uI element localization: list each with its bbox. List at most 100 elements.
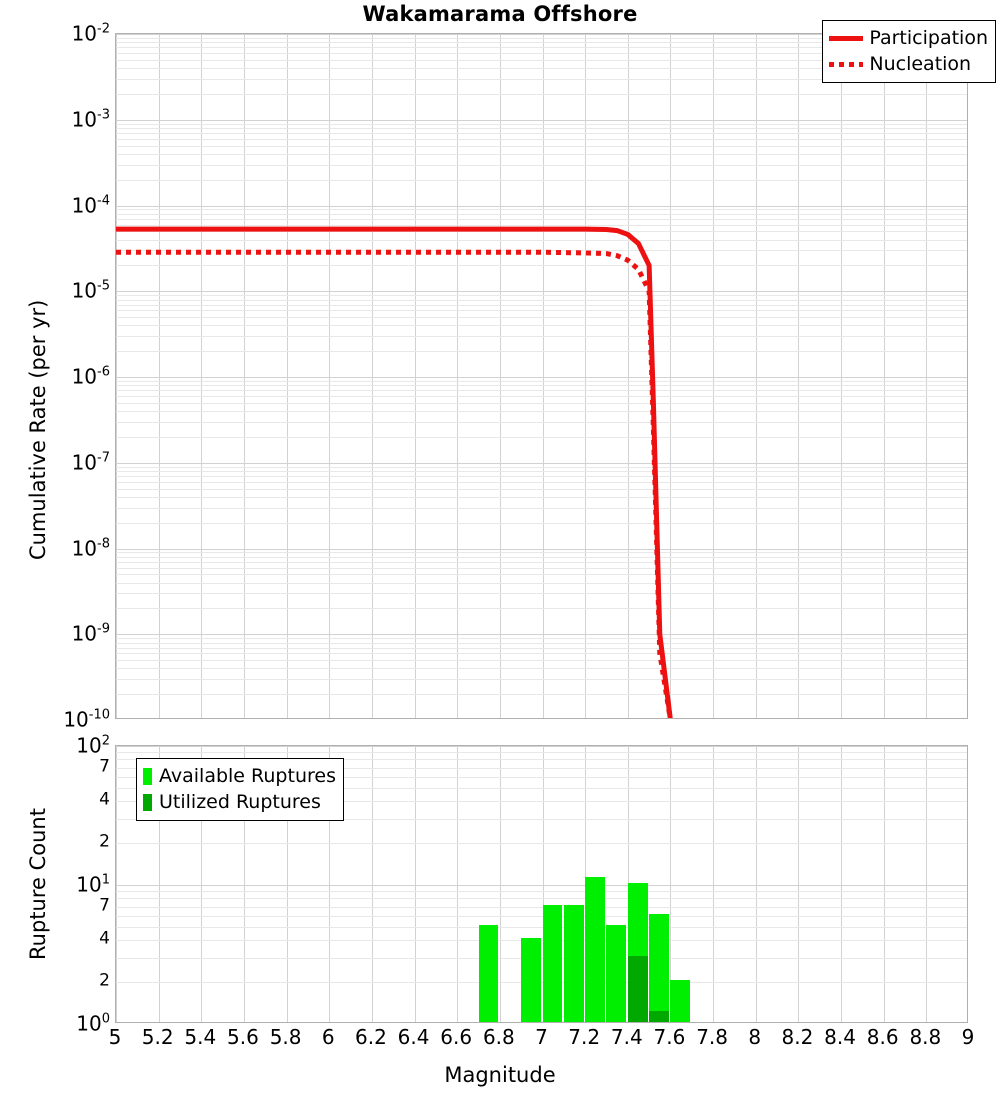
gridline-horizontal — [116, 552, 967, 554]
x-tick-label: 5.4 — [184, 1025, 217, 1049]
gridline-horizontal — [116, 53, 967, 55]
gridline-horizontal — [116, 209, 967, 211]
x-tick-label: 5.8 — [269, 1025, 302, 1049]
y-tick-label: 10-10 — [63, 707, 110, 732]
gridline-horizontal — [116, 507, 967, 509]
gridline-vertical — [542, 746, 544, 1022]
y-tick-label: 10-3 — [71, 107, 110, 132]
y-tick-label: 10-2 — [71, 21, 110, 46]
gridline-horizontal — [116, 660, 967, 662]
gridline-horizontal — [116, 891, 967, 893]
x-tick-label: 7.2 — [568, 1025, 601, 1049]
y-tick-label-minor: 2 — [99, 970, 110, 991]
gridline-horizontal — [116, 239, 967, 241]
gridline-horizontal — [116, 421, 967, 423]
gridline-horizontal — [116, 679, 967, 681]
gridline-horizontal — [116, 78, 967, 80]
gridline-horizontal — [116, 42, 967, 44]
curve-participation — [116, 226, 673, 718]
legend-label-participation: Participation — [869, 27, 988, 49]
top-y-tick-labels: 10-2 10-3 10-4 10-5 10-6 10-7 10-8 10-9 10-10 — [0, 23, 110, 729]
gridline-horizontal — [116, 567, 967, 569]
gridline-vertical — [585, 34, 587, 718]
x-tick-label: 8.2 — [781, 1025, 814, 1049]
gridline-horizontal — [116, 351, 967, 353]
x-tick-label: 5 — [108, 1025, 122, 1049]
gridline-horizontal — [116, 231, 967, 233]
gridline-horizontal — [116, 390, 967, 392]
gridline-vertical — [116, 34, 117, 718]
gridline-vertical — [414, 746, 416, 1022]
y-tick-label: 10-4 — [71, 192, 110, 217]
top-y-axis-title: Cumulative Rate (per yr) — [26, 299, 50, 560]
gridline-vertical — [883, 34, 885, 718]
legend-label-utilized-ruptures: Utilized Ruptures — [159, 791, 321, 813]
x-tick-label: 9 — [961, 1025, 975, 1049]
y-tick-label: 100 — [76, 1011, 110, 1036]
gridline-horizontal — [116, 119, 967, 121]
gridline-vertical — [414, 34, 416, 718]
gridline-horizontal — [116, 224, 967, 226]
gridline-horizontal — [116, 638, 967, 640]
x-tick-label: 7.4 — [610, 1025, 643, 1049]
available-ruptures-swatch-icon — [143, 767, 152, 785]
gridline-vertical — [116, 746, 117, 1022]
gridline-horizontal — [116, 818, 967, 820]
gridline-vertical — [798, 746, 800, 1022]
gridline-horizontal — [116, 885, 967, 886]
gridline-horizontal — [116, 556, 967, 558]
rupture-legend: Available Ruptures Utilized Ruptures — [136, 758, 344, 821]
bar-utilized-ruptures — [627, 955, 648, 1022]
gridline-vertical — [883, 746, 885, 1022]
x-tick-label: 6.2 — [354, 1025, 387, 1049]
gridline-horizontal — [116, 291, 967, 293]
gridline-horizontal — [116, 593, 967, 595]
gridline-horizontal — [116, 128, 967, 130]
gridline-horizontal — [116, 574, 967, 576]
gridline-horizontal — [116, 325, 967, 327]
gridline-vertical — [670, 34, 672, 718]
gridline-horizontal — [116, 982, 967, 984]
y-tick-label-minor: 4 — [99, 928, 110, 949]
dotted-line-icon — [829, 61, 864, 67]
solid-line-icon — [829, 35, 864, 41]
gridline-horizontal — [116, 153, 967, 155]
gridline-horizontal — [116, 926, 967, 928]
y-tick-label-minor: 2 — [99, 831, 110, 852]
y-tick-label-minor: 4 — [99, 789, 110, 810]
gridline-horizontal — [116, 47, 967, 49]
gridline-horizontal — [116, 668, 967, 670]
y-tick-label: 10-7 — [71, 450, 110, 475]
x-tick-label: 5.2 — [141, 1025, 174, 1049]
gridline-horizontal — [116, 396, 967, 398]
gridline-horizontal — [116, 561, 967, 563]
x-axis-title: Magnitude — [444, 1063, 556, 1087]
gridline-horizontal — [116, 336, 967, 338]
gridline-vertical — [755, 746, 757, 1022]
gridline-vertical — [670, 746, 672, 1022]
legend-item-nucleation: Nucleation — [829, 51, 988, 77]
cumulative-rate-plot — [115, 33, 968, 719]
gridline-horizontal — [116, 522, 967, 524]
gridline-horizontal — [116, 488, 967, 490]
x-tick-label: 7 — [535, 1025, 548, 1049]
gridline-horizontal — [116, 548, 967, 550]
rate-curves — [116, 226, 673, 718]
bar-available-ruptures — [521, 938, 541, 1022]
gridline-vertical — [201, 746, 203, 1022]
bar-available-ruptures — [627, 883, 648, 1022]
rupture-count-plot: Available Ruptures Utilized Ruptures — [115, 745, 968, 1023]
gridline-horizontal — [116, 59, 967, 61]
gridline-horizontal — [116, 385, 967, 387]
gridline-vertical — [286, 746, 288, 1022]
gridline-horizontal — [116, 34, 967, 35]
x-tick-label: 6.8 — [482, 1025, 515, 1049]
y-tick-label: 10-5 — [71, 278, 110, 303]
curve-nucleation — [116, 249, 673, 718]
gridline-vertical — [201, 34, 203, 718]
gridline-horizontal — [116, 164, 967, 166]
bar-available-ruptures — [563, 904, 584, 1022]
legend-label-nucleation: Nucleation — [869, 53, 972, 75]
gridline-vertical — [457, 746, 459, 1022]
